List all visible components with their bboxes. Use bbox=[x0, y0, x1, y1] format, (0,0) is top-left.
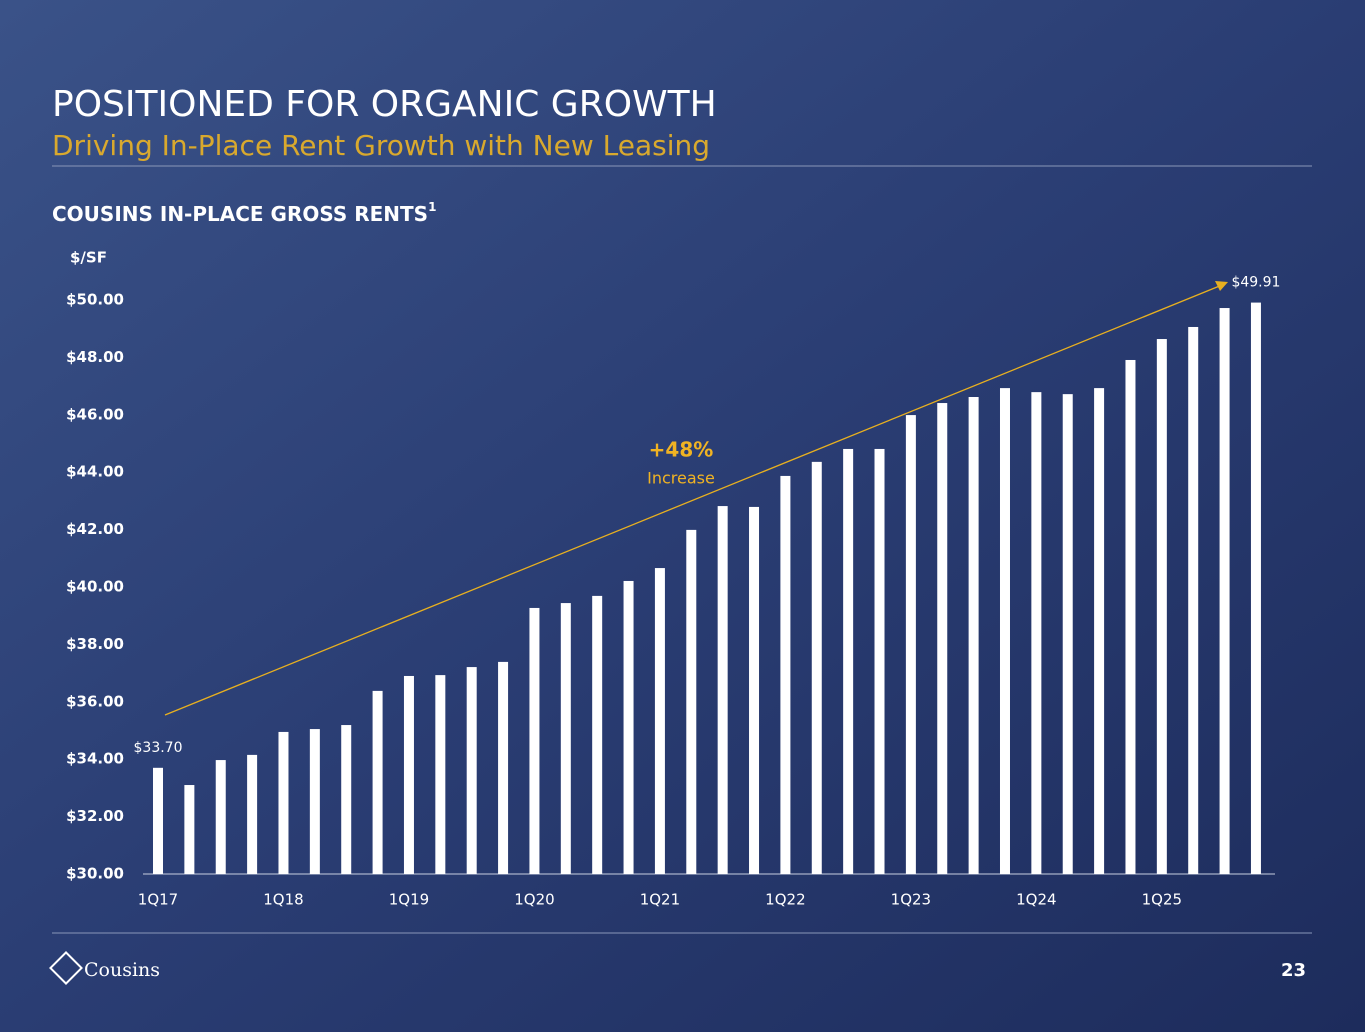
bar bbox=[1188, 326, 1199, 874]
bar bbox=[592, 595, 603, 874]
bar bbox=[1094, 388, 1105, 874]
bar bbox=[215, 760, 226, 874]
bar bbox=[843, 448, 854, 874]
bar bbox=[1250, 302, 1261, 874]
bar bbox=[1031, 392, 1042, 874]
y-axis-label: $/SF bbox=[70, 249, 107, 267]
bar bbox=[811, 461, 822, 874]
bar bbox=[529, 607, 540, 874]
y-tick-label: $34.00 bbox=[66, 750, 124, 768]
bar bbox=[749, 506, 760, 874]
x-tick-label: 1Q23 bbox=[891, 891, 931, 909]
bar bbox=[1125, 359, 1136, 874]
bar bbox=[686, 529, 697, 874]
x-tick-label: 1Q25 bbox=[1142, 891, 1182, 909]
subtitle: Driving In-Place Rent Growth with New Le… bbox=[52, 129, 710, 162]
x-tick-label: 1Q18 bbox=[263, 891, 303, 909]
bar bbox=[717, 506, 728, 874]
x-tick-label: 1Q22 bbox=[765, 891, 805, 909]
bar bbox=[435, 675, 446, 874]
y-tick-label: $50.00 bbox=[66, 291, 124, 309]
bar bbox=[937, 403, 948, 874]
y-tick-label: $40.00 bbox=[66, 578, 124, 596]
logo-mark bbox=[49, 951, 83, 985]
bar bbox=[247, 754, 258, 874]
bar bbox=[153, 767, 163, 874]
x-tick-label: 1Q17 bbox=[138, 891, 178, 909]
bar bbox=[309, 729, 320, 874]
y-tick-label: $30.00 bbox=[66, 865, 124, 883]
y-tick-label: $48.00 bbox=[66, 348, 124, 366]
logo-text: Cousins bbox=[84, 959, 160, 981]
bar bbox=[278, 731, 289, 874]
x-tick-label: 1Q19 bbox=[389, 891, 429, 909]
y-tick-label: $36.00 bbox=[66, 692, 124, 710]
bar bbox=[466, 667, 477, 874]
value-label: $33.70 bbox=[134, 740, 183, 756]
x-tick-label: 1Q20 bbox=[514, 891, 554, 909]
trend-arrow bbox=[1215, 281, 1228, 291]
y-tick-label: $44.00 bbox=[66, 463, 124, 481]
bar bbox=[654, 568, 665, 874]
page-number: 23 bbox=[1281, 960, 1306, 981]
y-tick-label: $38.00 bbox=[66, 635, 124, 653]
logo: Cousins bbox=[49, 951, 160, 985]
bar bbox=[341, 725, 352, 874]
bar bbox=[1062, 394, 1073, 874]
y-tick-label: $32.00 bbox=[66, 807, 124, 825]
bar bbox=[968, 397, 979, 874]
x-tick-label: 1Q24 bbox=[1016, 891, 1056, 909]
bar bbox=[905, 415, 916, 874]
chart-title: COUSINS IN-PLACE GROSS RENTS1 bbox=[52, 200, 436, 226]
x-tick-label: 1Q21 bbox=[640, 891, 680, 909]
bar bbox=[1219, 308, 1230, 874]
annotation: +48% bbox=[649, 438, 714, 462]
bar bbox=[780, 475, 791, 874]
y-tick-label: $42.00 bbox=[66, 520, 124, 538]
bar bbox=[403, 675, 414, 874]
bar bbox=[498, 661, 509, 874]
bar bbox=[623, 580, 634, 874]
footnote-marker: 1 bbox=[428, 200, 436, 214]
bar bbox=[372, 690, 383, 874]
value-label: $49.91 bbox=[1231, 275, 1280, 291]
bar bbox=[999, 388, 1010, 874]
title: POSITIONED FOR ORGANIC GROWTH bbox=[52, 84, 717, 125]
bar bbox=[184, 785, 195, 874]
trend-line bbox=[164, 284, 1223, 716]
chart-title-text: COUSINS IN-PLACE GROSS RENTS bbox=[52, 202, 428, 226]
y-tick-label: $46.00 bbox=[66, 405, 124, 423]
bar bbox=[1156, 339, 1167, 875]
bar bbox=[560, 603, 571, 874]
annotation: Increase bbox=[647, 469, 715, 488]
bar bbox=[874, 448, 885, 874]
